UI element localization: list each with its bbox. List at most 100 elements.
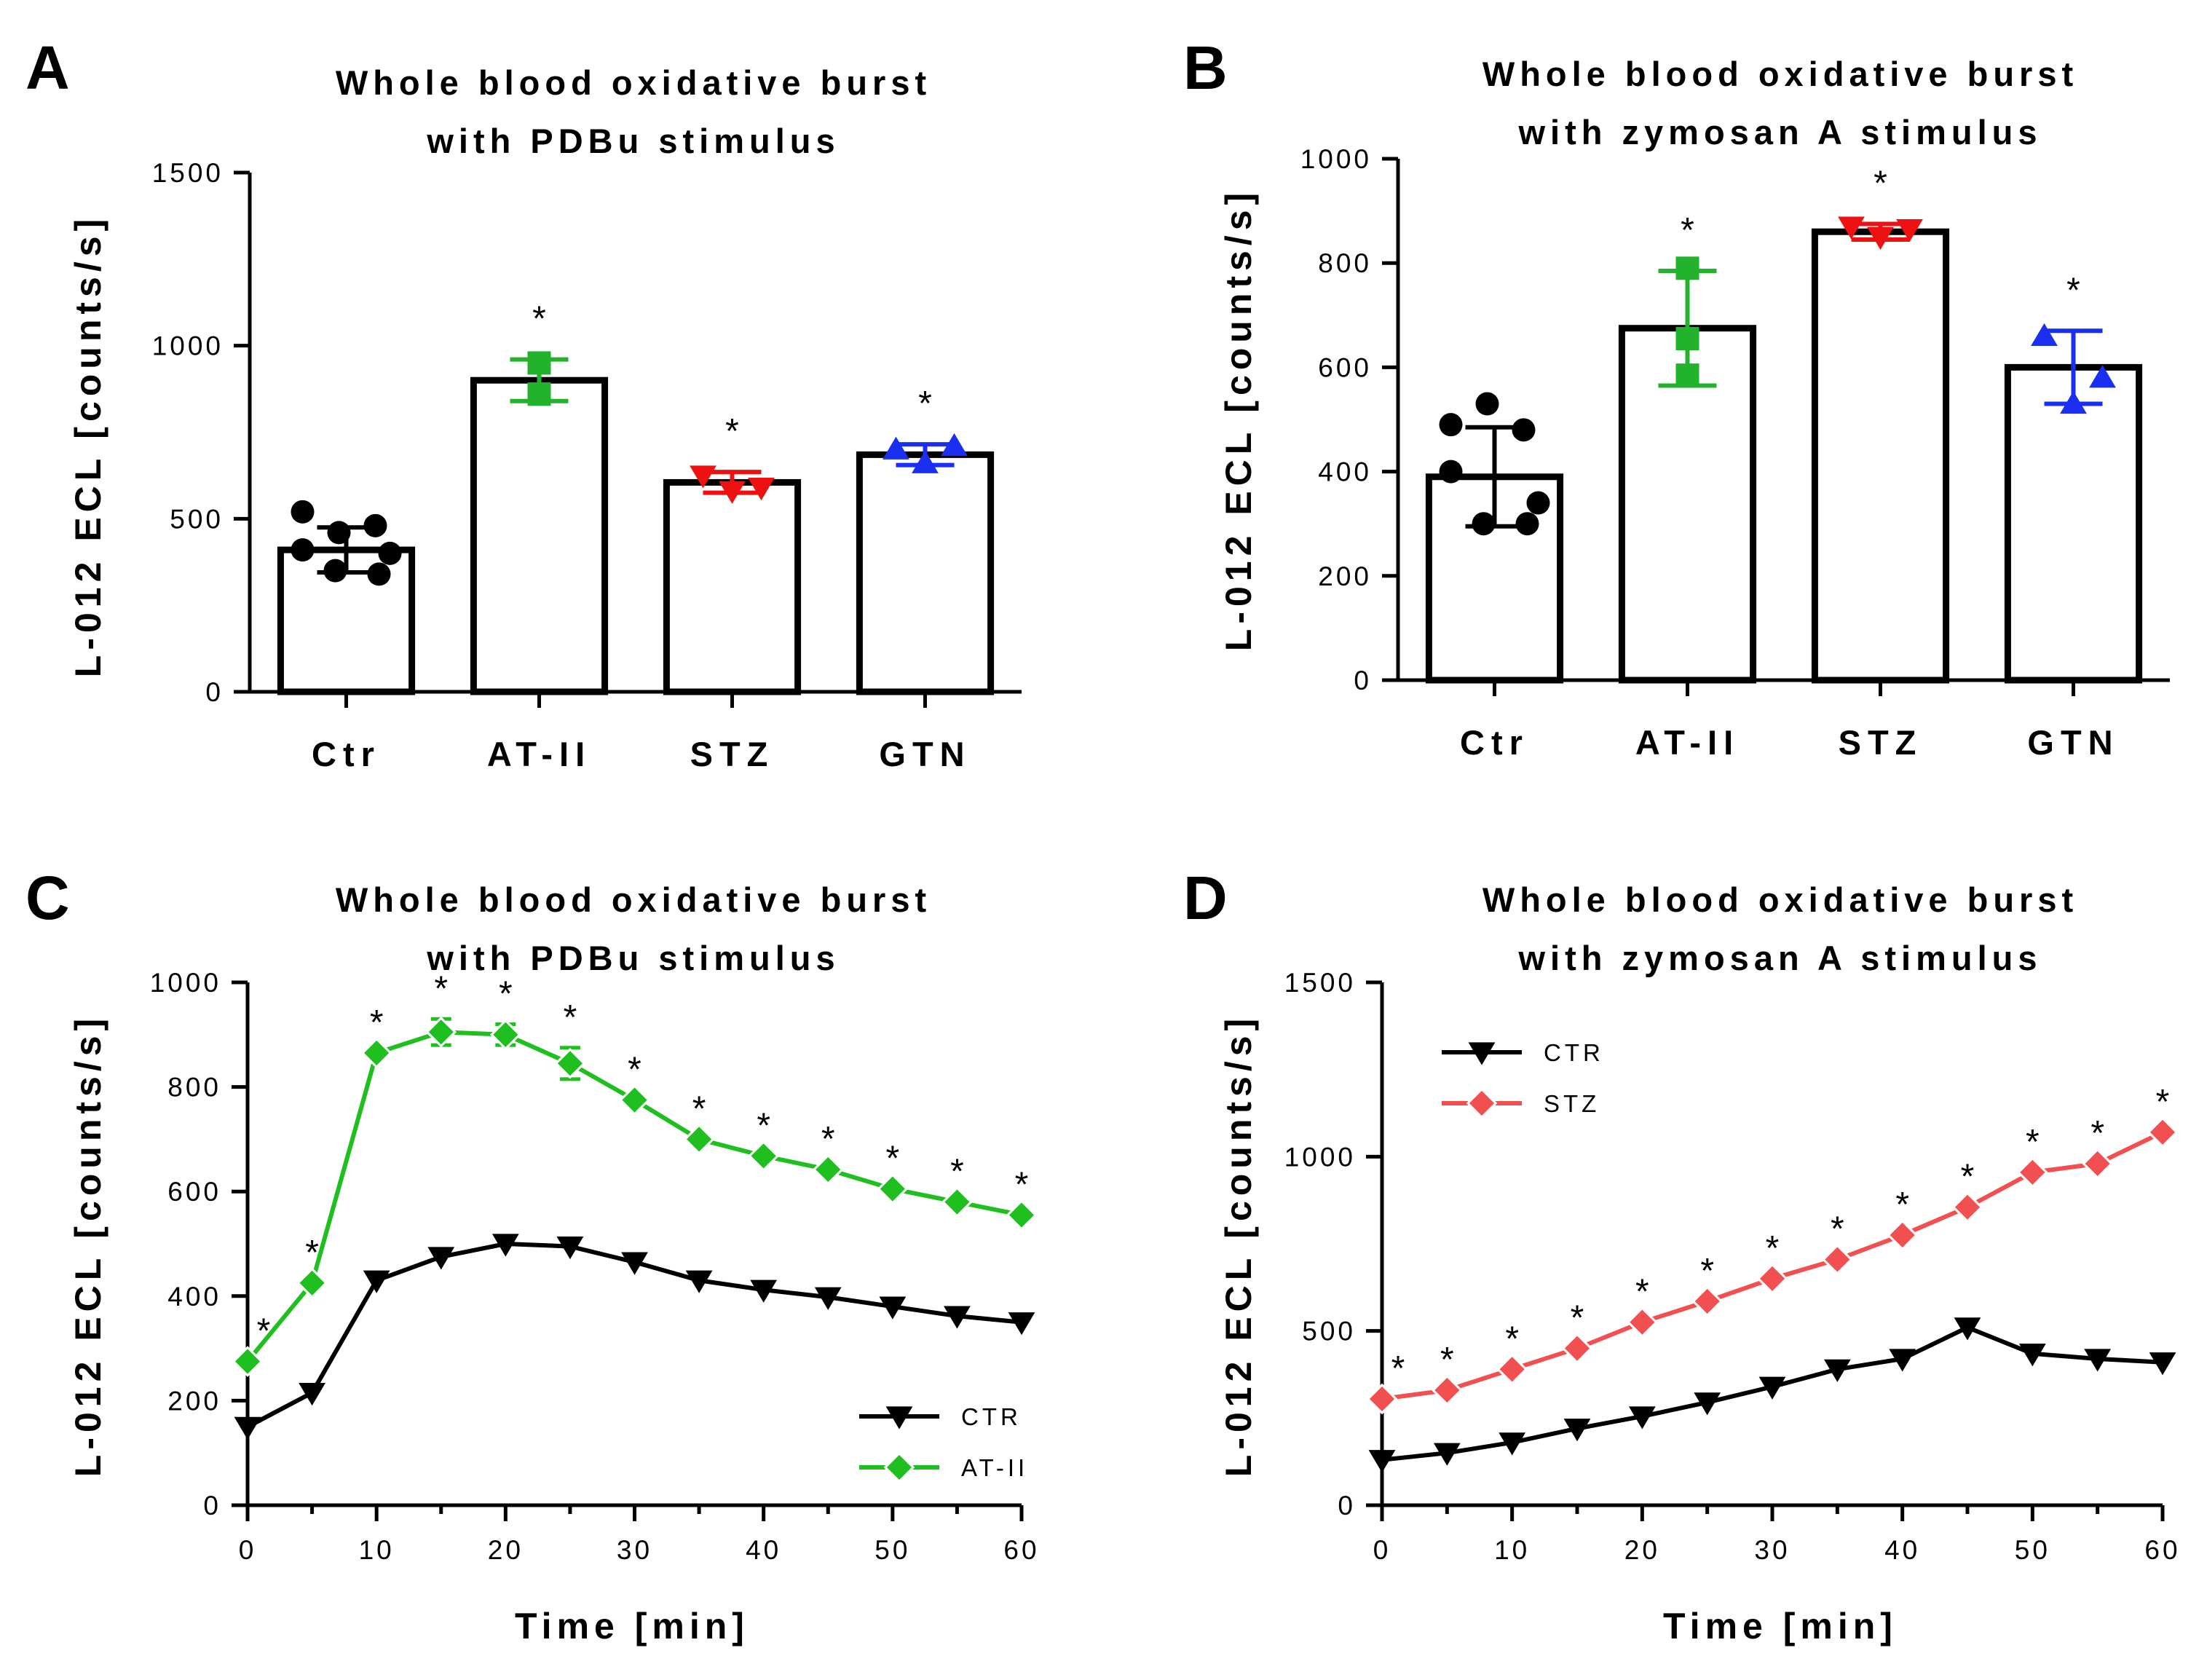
data-point xyxy=(814,1287,842,1310)
significance-star: * xyxy=(564,998,577,1037)
x-tick-label: 30 xyxy=(1754,1535,1790,1565)
chart-title-line-1: Whole blood oxidative burst xyxy=(336,63,931,102)
data-point xyxy=(1691,1285,1723,1317)
category-label: Ctr xyxy=(1460,723,1529,762)
data-point xyxy=(1475,392,1499,416)
y-tick-label: 200 xyxy=(1318,561,1372,591)
data-point xyxy=(2147,1116,2179,1148)
x-tick-label: 40 xyxy=(746,1535,781,1565)
y-tick-label: 1000 xyxy=(1300,144,1372,174)
significance-star: * xyxy=(1681,211,1694,250)
data-point xyxy=(2018,1344,2046,1367)
x-tick-label: 10 xyxy=(359,1535,395,1565)
y-tick-label: 500 xyxy=(170,504,224,534)
data-point xyxy=(719,481,746,504)
data-point xyxy=(2017,1156,2048,1188)
significance-star: * xyxy=(821,1120,835,1159)
data-point xyxy=(1499,1432,1526,1456)
y-axis-label: L-012 ECL [counts/s] xyxy=(1218,188,1259,651)
y-axis-label: L-012 ECL [counts/s] xyxy=(1218,1014,1259,1477)
data-point xyxy=(2089,365,2116,388)
data-point xyxy=(367,562,391,586)
significance-star: * xyxy=(1766,1229,1780,1268)
significance-star: * xyxy=(1961,1158,1975,1196)
data-point xyxy=(1496,1353,1528,1385)
chart-title-line-2: with zymosan A stimulus xyxy=(1518,939,2042,977)
category-label: GTN xyxy=(879,735,971,773)
significance-star: * xyxy=(918,384,932,423)
significance-star: * xyxy=(725,412,739,451)
data-point xyxy=(491,1234,519,1257)
plot-area: 0 200 400 600 800 1000 0 10 20 30 40 50 60 * * * * * * * * * *… xyxy=(150,968,1038,1565)
significance-star: * xyxy=(1440,1341,1454,1379)
bar xyxy=(2004,363,2143,684)
significance-star: * xyxy=(628,1051,641,1089)
legend-marker xyxy=(883,1451,915,1483)
data-point xyxy=(234,1416,261,1440)
data-point xyxy=(1887,1219,1918,1251)
x-tick-label: 60 xyxy=(2144,1535,2180,1565)
data-point xyxy=(1675,327,1699,351)
data-point xyxy=(883,436,909,460)
data-point xyxy=(363,1270,390,1293)
data-point xyxy=(1675,256,1699,280)
significance-star: * xyxy=(1635,1273,1649,1312)
significance-star: * xyxy=(499,974,513,1013)
category-label: AT-II xyxy=(1635,723,1740,762)
data-point xyxy=(1368,1450,1396,1473)
legend-label: AT-II xyxy=(961,1454,1028,1481)
data-point xyxy=(941,433,968,457)
x-tick-label: 0 xyxy=(239,1535,257,1565)
data-point xyxy=(2149,1352,2176,1376)
data-point xyxy=(683,1124,715,1155)
bar xyxy=(470,376,609,695)
chart-title-line-2: with PDBu stimulus xyxy=(426,939,840,977)
significance-star: * xyxy=(1831,1210,1844,1249)
y-tick-label: 200 xyxy=(167,1386,221,1416)
data-point xyxy=(621,1252,648,1275)
data-point xyxy=(812,1153,844,1186)
legend-label: CTR xyxy=(961,1403,1022,1430)
data-point xyxy=(1439,413,1463,437)
data-point xyxy=(619,1084,650,1116)
y-tick-label: 1000 xyxy=(152,331,224,361)
data-point xyxy=(1896,219,1923,242)
data-point xyxy=(1675,363,1699,387)
y-tick-label: 1000 xyxy=(150,968,221,998)
significance-star: * xyxy=(1874,165,1887,203)
significance-star: * xyxy=(532,300,546,339)
data-point xyxy=(1756,1263,1788,1295)
significance-star: * xyxy=(305,1234,319,1272)
bar xyxy=(1811,228,1950,684)
data-point xyxy=(1823,1359,1851,1382)
chart-title-line-1: Whole blood oxidative burst xyxy=(1482,55,2078,93)
data-point xyxy=(748,477,775,501)
panel-a: A Whole blood oxidative burst with PDBu … xyxy=(25,33,1022,773)
data-point xyxy=(690,465,716,489)
data-point xyxy=(378,541,402,565)
data-point xyxy=(941,1186,973,1218)
data-point xyxy=(912,450,939,473)
data-point xyxy=(291,500,315,524)
x-axis-label: Time [min] xyxy=(1663,1606,1898,1647)
data-point xyxy=(556,1236,584,1260)
data-point xyxy=(879,1296,907,1320)
data-point xyxy=(1889,1349,1916,1372)
significance-star: * xyxy=(1015,1166,1029,1204)
data-point xyxy=(1515,512,1539,536)
data-point xyxy=(685,1270,713,1293)
data-point xyxy=(2082,1148,2113,1180)
panel-letter: D xyxy=(1183,864,1228,932)
panel-letter: B xyxy=(1183,33,1228,102)
significance-star: * xyxy=(1571,1299,1584,1338)
x-tick-label: 50 xyxy=(2015,1535,2050,1565)
data-point xyxy=(1694,1392,1721,1416)
significance-star: * xyxy=(257,1312,271,1351)
bar xyxy=(663,478,802,695)
data-point xyxy=(944,1306,971,1329)
y-tick-label: 500 xyxy=(1302,1317,1356,1346)
legend-marker xyxy=(1466,1087,1498,1119)
data-point xyxy=(490,1019,521,1051)
chart-title-line-2: with PDBu stimulus xyxy=(426,122,840,160)
panel-c: C Whole blood oxidative burst with PDBu … xyxy=(25,864,1038,1647)
